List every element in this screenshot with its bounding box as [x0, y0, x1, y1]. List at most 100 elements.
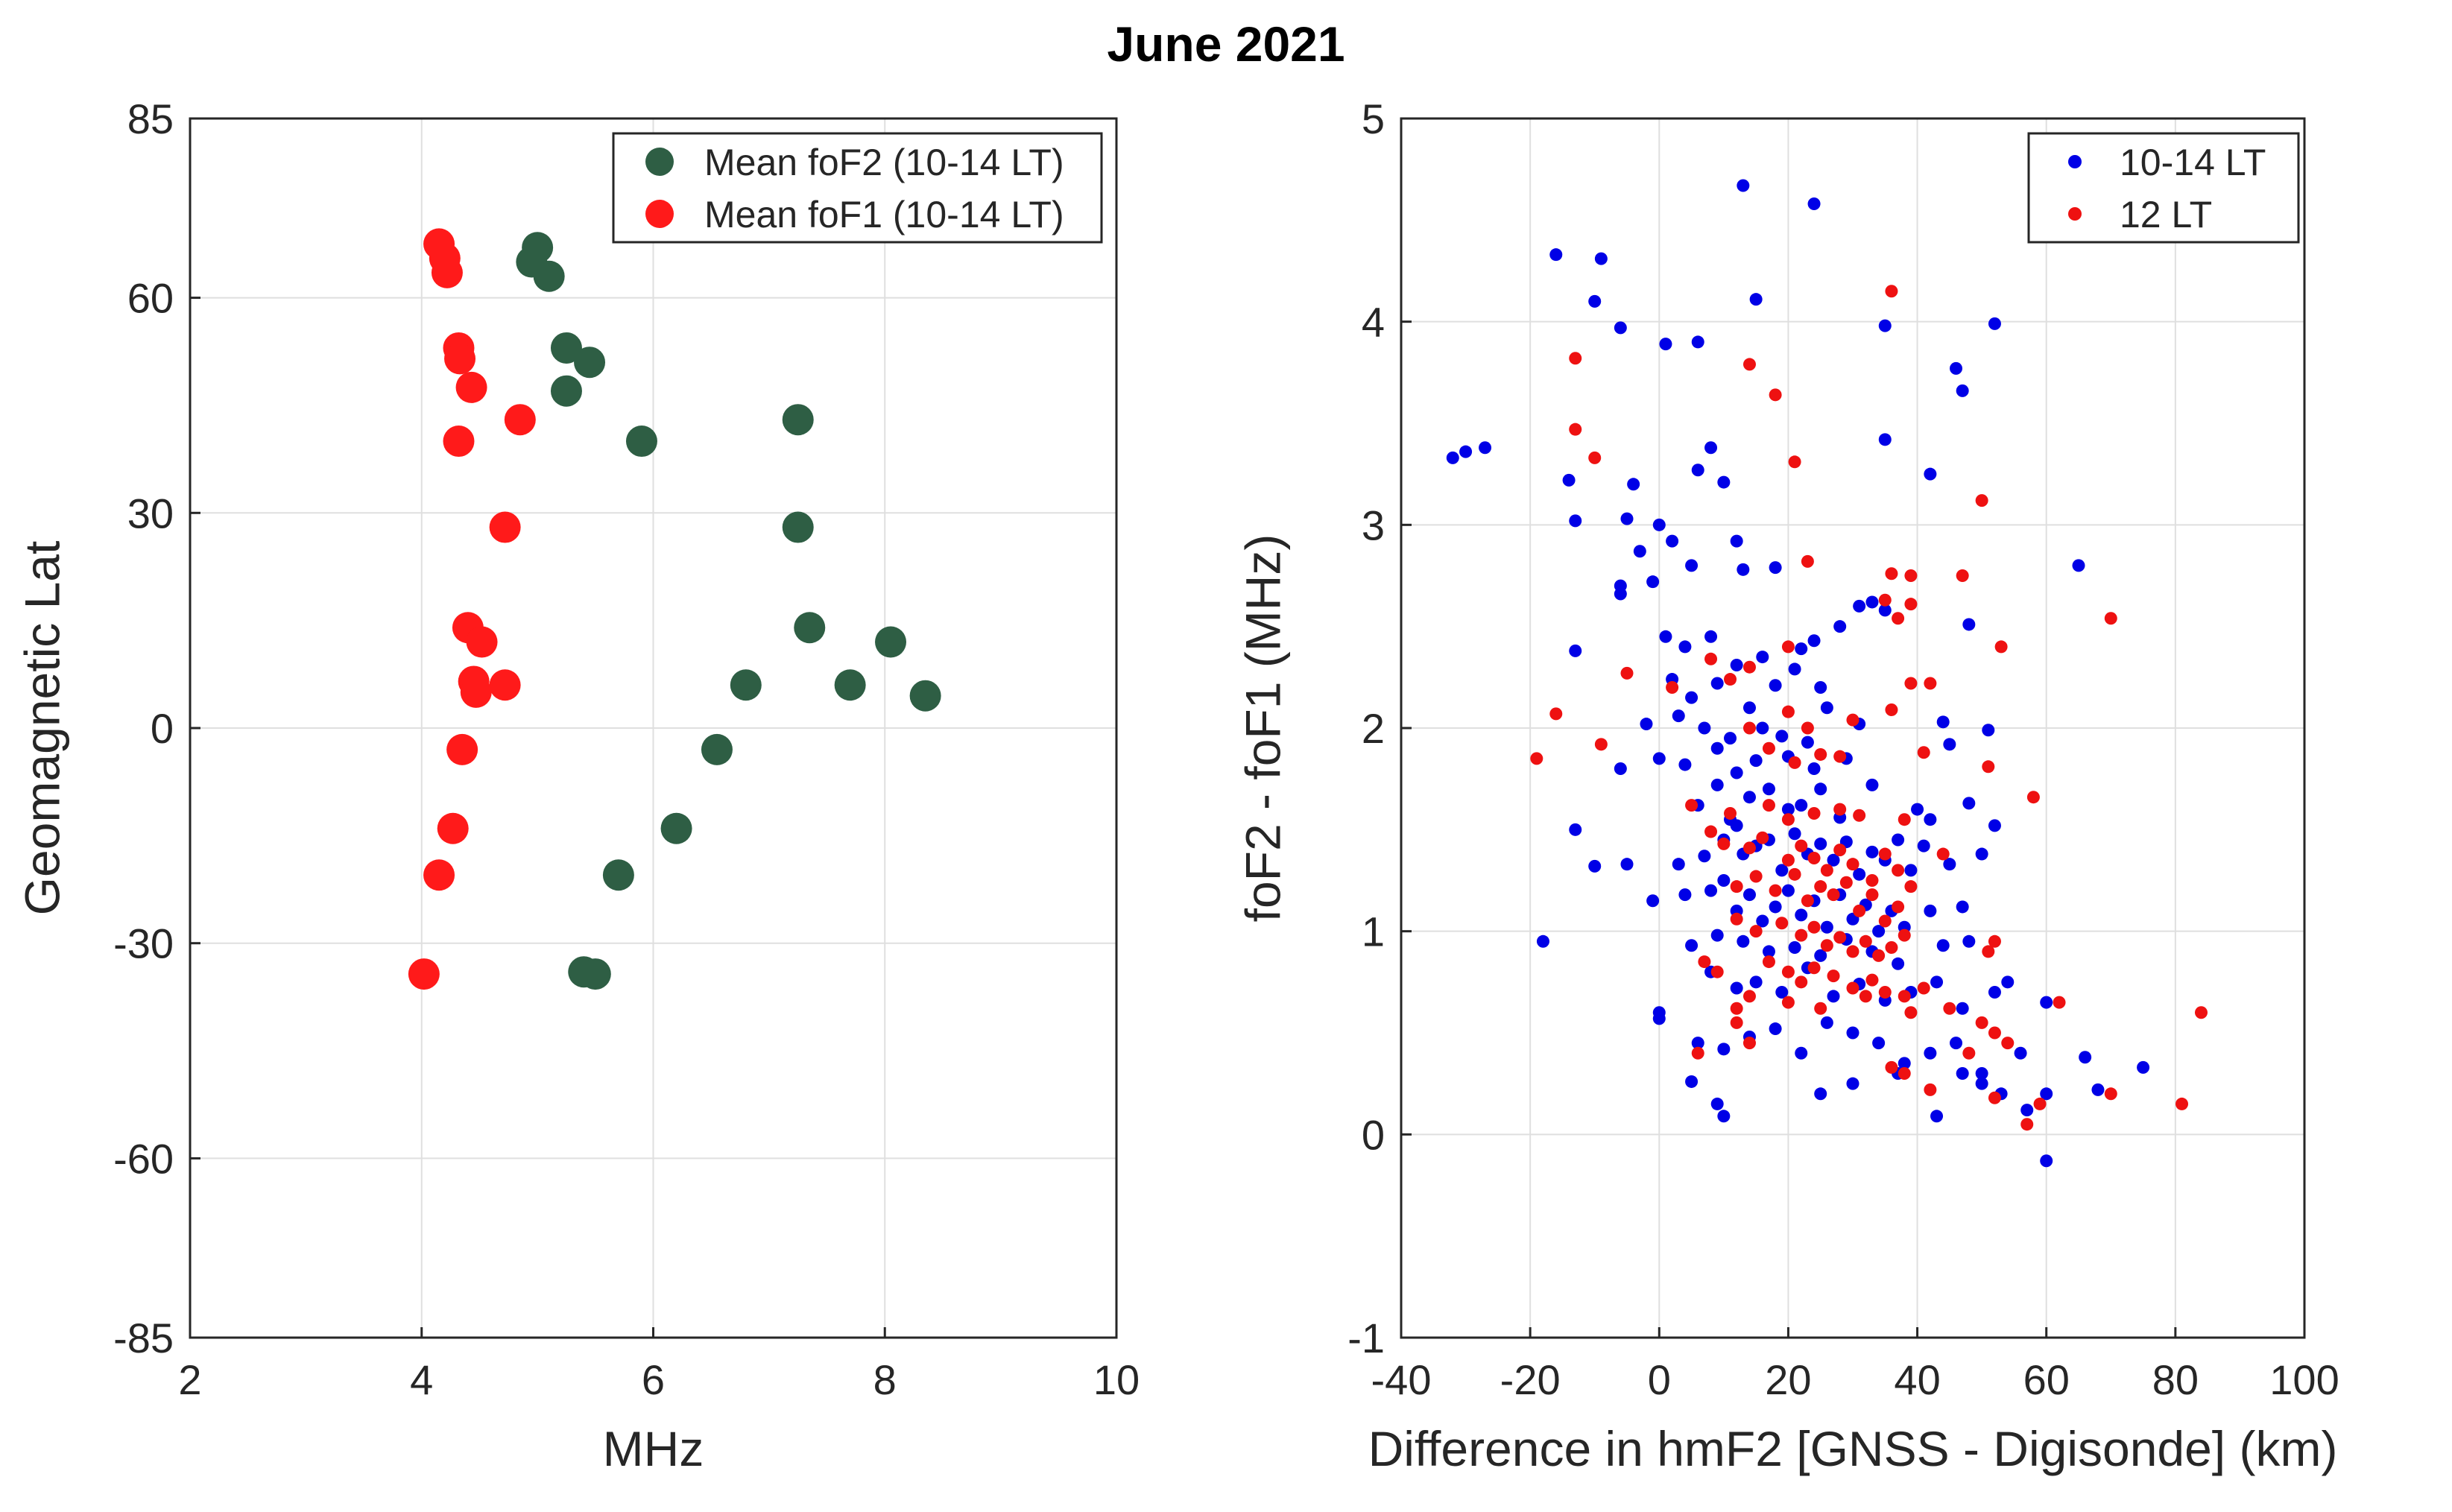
data-point — [1904, 677, 1918, 690]
data-point — [1769, 388, 1782, 402]
data-point — [489, 511, 521, 543]
data-point — [1924, 904, 1937, 917]
data-point — [834, 669, 866, 701]
data-point — [1756, 914, 1769, 928]
data-point — [1620, 666, 1634, 680]
data-point — [1827, 888, 1840, 902]
data-point — [1742, 791, 1756, 804]
data-point — [1594, 738, 1608, 751]
x-tick-label: 2 — [178, 1356, 201, 1403]
data-point — [1620, 512, 1634, 525]
data-point — [1762, 782, 1775, 796]
data-point — [1742, 841, 1756, 855]
data-point — [1788, 867, 1801, 881]
data-point — [1801, 736, 1814, 749]
data-point — [1911, 803, 1924, 816]
data-point — [2104, 1087, 2117, 1101]
data-point — [1724, 807, 1737, 820]
data-point — [1814, 680, 1827, 694]
data-point — [1814, 1002, 1827, 1015]
data-point — [1878, 604, 1892, 617]
data-point — [1659, 338, 1672, 351]
data-point — [1646, 575, 1660, 589]
data-point — [1904, 864, 1918, 877]
legend-label: Mean foF2 (10-14 LT) — [704, 142, 1064, 183]
data-point — [1865, 845, 1879, 858]
data-point — [1936, 847, 1950, 861]
data-point — [1943, 858, 1956, 871]
x-tick-label: 20 — [1765, 1356, 1811, 1403]
y-tick-label: 30 — [127, 490, 174, 537]
data-point — [1788, 940, 1801, 954]
data-point — [2026, 791, 2040, 804]
data-point — [1717, 874, 1731, 887]
data-point — [1749, 293, 1763, 306]
data-point — [1672, 858, 1685, 871]
data-point — [875, 626, 907, 658]
y-tick-label: -30 — [113, 920, 174, 967]
data-point — [1878, 319, 1892, 332]
legend-marker — [2068, 207, 2082, 221]
data-point — [1788, 455, 1801, 469]
data-point — [1795, 929, 1808, 942]
data-point — [1982, 945, 1995, 958]
data-point — [1678, 888, 1692, 902]
data-point — [1827, 853, 1840, 867]
legend-marker — [2068, 155, 2082, 168]
data-point — [466, 626, 498, 658]
data-point — [1724, 673, 1737, 686]
data-point — [1756, 831, 1769, 844]
data-point — [1962, 1046, 1976, 1060]
x-tick-label: 60 — [2023, 1356, 2070, 1403]
x-axis-label: MHz — [603, 1421, 704, 1476]
data-point — [1807, 762, 1821, 776]
data-point — [1691, 464, 1704, 477]
data-point — [730, 669, 762, 701]
y-tick-label: 4 — [1362, 299, 1385, 346]
data-point — [1769, 679, 1782, 692]
data-point — [1878, 433, 1892, 446]
x-tick-label: 0 — [1648, 1356, 1671, 1403]
data-point — [1846, 1026, 1859, 1040]
x-tick-label: 40 — [1894, 1356, 1940, 1403]
data-point — [1781, 965, 1795, 978]
data-point — [1459, 445, 1473, 458]
data-point — [1737, 179, 1750, 192]
data-point — [2079, 1051, 2092, 1064]
data-point — [1814, 880, 1827, 893]
data-point — [1892, 900, 1905, 914]
data-point — [1775, 917, 1789, 930]
data-point — [1814, 837, 1827, 850]
data-point — [1795, 1046, 1808, 1060]
data-point — [1781, 996, 1795, 1009]
data-point — [1846, 945, 1859, 958]
data-point — [1975, 1067, 1988, 1081]
data-point — [1717, 1043, 1731, 1056]
data-point — [1775, 985, 1789, 999]
data-point — [1917, 746, 1930, 759]
data-point — [1820, 864, 1833, 877]
y-tick-label: 0 — [151, 705, 174, 752]
data-point — [1904, 569, 1918, 582]
y-tick-label: -85 — [113, 1315, 174, 1361]
data-point — [1878, 593, 1892, 607]
data-point — [1878, 985, 1892, 999]
data-point — [1924, 1083, 1937, 1096]
y-tick-label: 3 — [1362, 502, 1385, 548]
data-point — [1807, 852, 1821, 865]
data-point — [1988, 317, 2001, 330]
data-point — [1865, 874, 1879, 887]
data-point — [1717, 837, 1731, 850]
data-point — [782, 511, 814, 543]
data-point — [1795, 799, 1808, 812]
data-point — [1833, 750, 1847, 763]
data-point — [1730, 981, 1743, 995]
data-point — [1885, 703, 1898, 716]
data-point — [1885, 940, 1898, 954]
data-point — [1781, 884, 1795, 897]
data-point — [2001, 1037, 2015, 1050]
data-point — [1762, 955, 1775, 969]
data-point — [1620, 858, 1634, 871]
data-point — [1950, 1037, 1963, 1050]
x-tick-label: -40 — [1371, 1356, 1432, 1403]
